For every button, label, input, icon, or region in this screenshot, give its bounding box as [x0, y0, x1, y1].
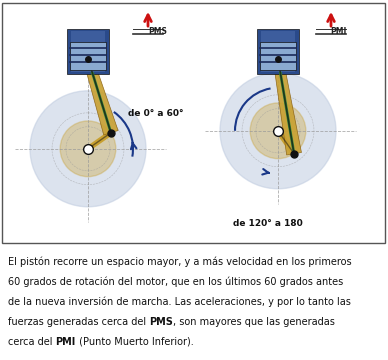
Text: PMI: PMI	[55, 337, 76, 347]
Circle shape	[60, 121, 116, 177]
Text: de 0° a 60°: de 0° a 60°	[128, 109, 184, 118]
Text: , son mayores que las generadas: , son mayores que las generadas	[173, 317, 335, 327]
Text: 60 grados de rotación del motor, que en los últimos 60 grados antes: 60 grados de rotación del motor, que en …	[8, 277, 343, 287]
Text: PMI: PMI	[330, 27, 346, 36]
Circle shape	[30, 91, 146, 207]
Text: de la nueva inversión de marcha. Las aceleraciones, y por lo tanto las: de la nueva inversión de marcha. Las ace…	[8, 297, 351, 307]
Text: PMS: PMS	[149, 317, 173, 327]
Text: de 120° a 180: de 120° a 180	[233, 219, 303, 228]
Text: cerca del: cerca del	[8, 337, 55, 347]
Bar	[257, 29, 299, 74]
Bar	[71, 31, 105, 72]
Circle shape	[220, 73, 336, 189]
Text: fuerzas generadas cerca del: fuerzas generadas cerca del	[8, 317, 149, 327]
Bar	[67, 29, 109, 74]
Text: El pistón recorre un espacio mayor, y a más velocidad en los primeros: El pistón recorre un espacio mayor, y a …	[8, 257, 352, 267]
Text: PMS: PMS	[148, 27, 167, 36]
Polygon shape	[83, 57, 118, 135]
Bar	[260, 42, 296, 70]
Text: (Punto Muerto Inferior).: (Punto Muerto Inferior).	[76, 337, 194, 347]
Bar	[261, 31, 295, 72]
Bar	[70, 42, 106, 70]
Polygon shape	[273, 58, 301, 155]
Circle shape	[250, 103, 306, 159]
